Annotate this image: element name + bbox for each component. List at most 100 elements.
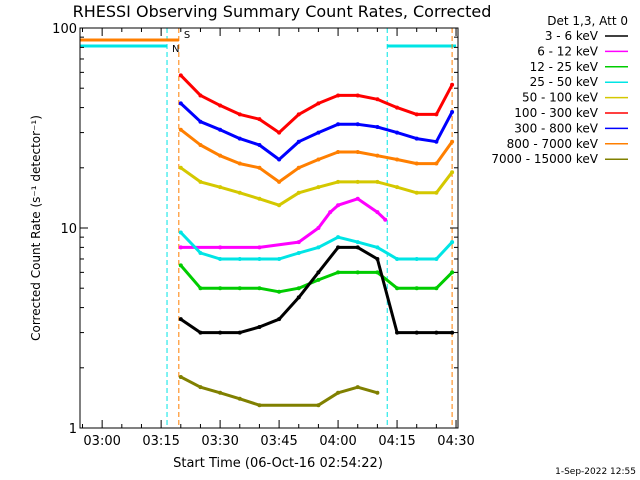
data-point [296,165,301,170]
series-points [178,196,388,250]
series-points [178,101,455,162]
x-tick-label: 03:00 [83,434,120,449]
data-point [316,130,321,135]
series-points [178,374,380,408]
data-point [178,73,183,78]
data-point [450,270,455,275]
data-point [336,93,341,98]
data-point [336,149,341,154]
series-points [178,73,455,135]
data-point [198,179,203,184]
data-point [237,136,242,141]
y-axis-label: Corrected Count Rate (s⁻¹ detector⁻¹) [29,115,43,341]
data-point [198,286,203,291]
data-point [355,179,360,184]
data-point [336,179,341,184]
data-point [218,286,223,291]
data-point [375,245,380,250]
data-point [434,161,439,166]
data-point [434,190,439,195]
data-point [450,139,455,144]
data-point [316,185,321,190]
data-point [355,122,360,127]
data-point [395,105,400,110]
data-point [178,230,183,235]
data-point [395,256,400,261]
legend-label: 6 - 12 keV [537,44,599,58]
x-tick-label: 03:15 [142,434,179,449]
data-point [414,136,419,141]
x-tick-label: 03:45 [260,434,297,449]
data-point [375,210,380,215]
data-point [316,277,321,282]
data-point [237,396,242,401]
data-point [218,256,223,261]
data-point [395,130,400,135]
data-point [375,179,380,184]
series-points [178,245,455,335]
data-point [355,270,360,275]
data-point [296,112,301,117]
data-point [237,112,242,117]
y-tick-label: 10 [60,222,77,237]
data-point [218,390,223,395]
data-point [178,165,183,170]
data-point [277,203,282,208]
data-point [375,124,380,129]
series-points [178,263,455,294]
data-point [395,157,400,162]
data-point [296,240,301,245]
data-point [198,143,203,148]
data-point [257,324,262,329]
data-point [450,170,455,175]
data-point [336,270,341,275]
x-tick-label: 03:30 [201,434,238,449]
data-point [277,317,282,322]
data-point [355,93,360,98]
data-point [296,250,301,255]
series-points [178,230,455,261]
data-point [178,317,183,322]
data-point [450,240,455,245]
data-point [218,245,223,250]
series-line [179,74,454,135]
legend-label: 25 - 50 keV [530,75,599,89]
flag-label: N [172,44,179,55]
data-point [414,286,419,291]
data-point [296,190,301,195]
data-point [375,390,380,395]
data-point [218,153,223,158]
data-point [198,385,203,390]
data-point [316,226,321,230]
legend-label: 100 - 300 keV [514,106,598,120]
data-point [375,256,380,261]
data-point [198,250,203,255]
data-point [316,157,321,162]
data-point [218,127,223,132]
legend-label: 50 - 100 keV [522,91,599,105]
data-point [296,139,301,144]
legend-label: 7000 - 15000 keV [491,152,598,166]
data-point [257,143,262,148]
data-point [355,240,360,245]
flag-n: N [80,28,457,428]
data-point [277,157,282,162]
data-point [434,256,439,261]
data-point [336,245,341,250]
data-point [395,330,400,335]
data-point [434,286,439,291]
y-tick-label: 1 [69,422,77,437]
legend-label: 800 - 7000 keV [507,137,599,151]
data-point [375,97,380,102]
data-point [316,101,321,106]
series-line [180,197,387,249]
data-point [434,330,439,335]
series-line [180,375,378,407]
data-point [277,179,282,184]
x-tick-label: 04:30 [437,434,474,449]
data-point [414,330,419,335]
data-point [355,149,360,154]
data-point [257,117,262,122]
data-point [178,245,183,250]
